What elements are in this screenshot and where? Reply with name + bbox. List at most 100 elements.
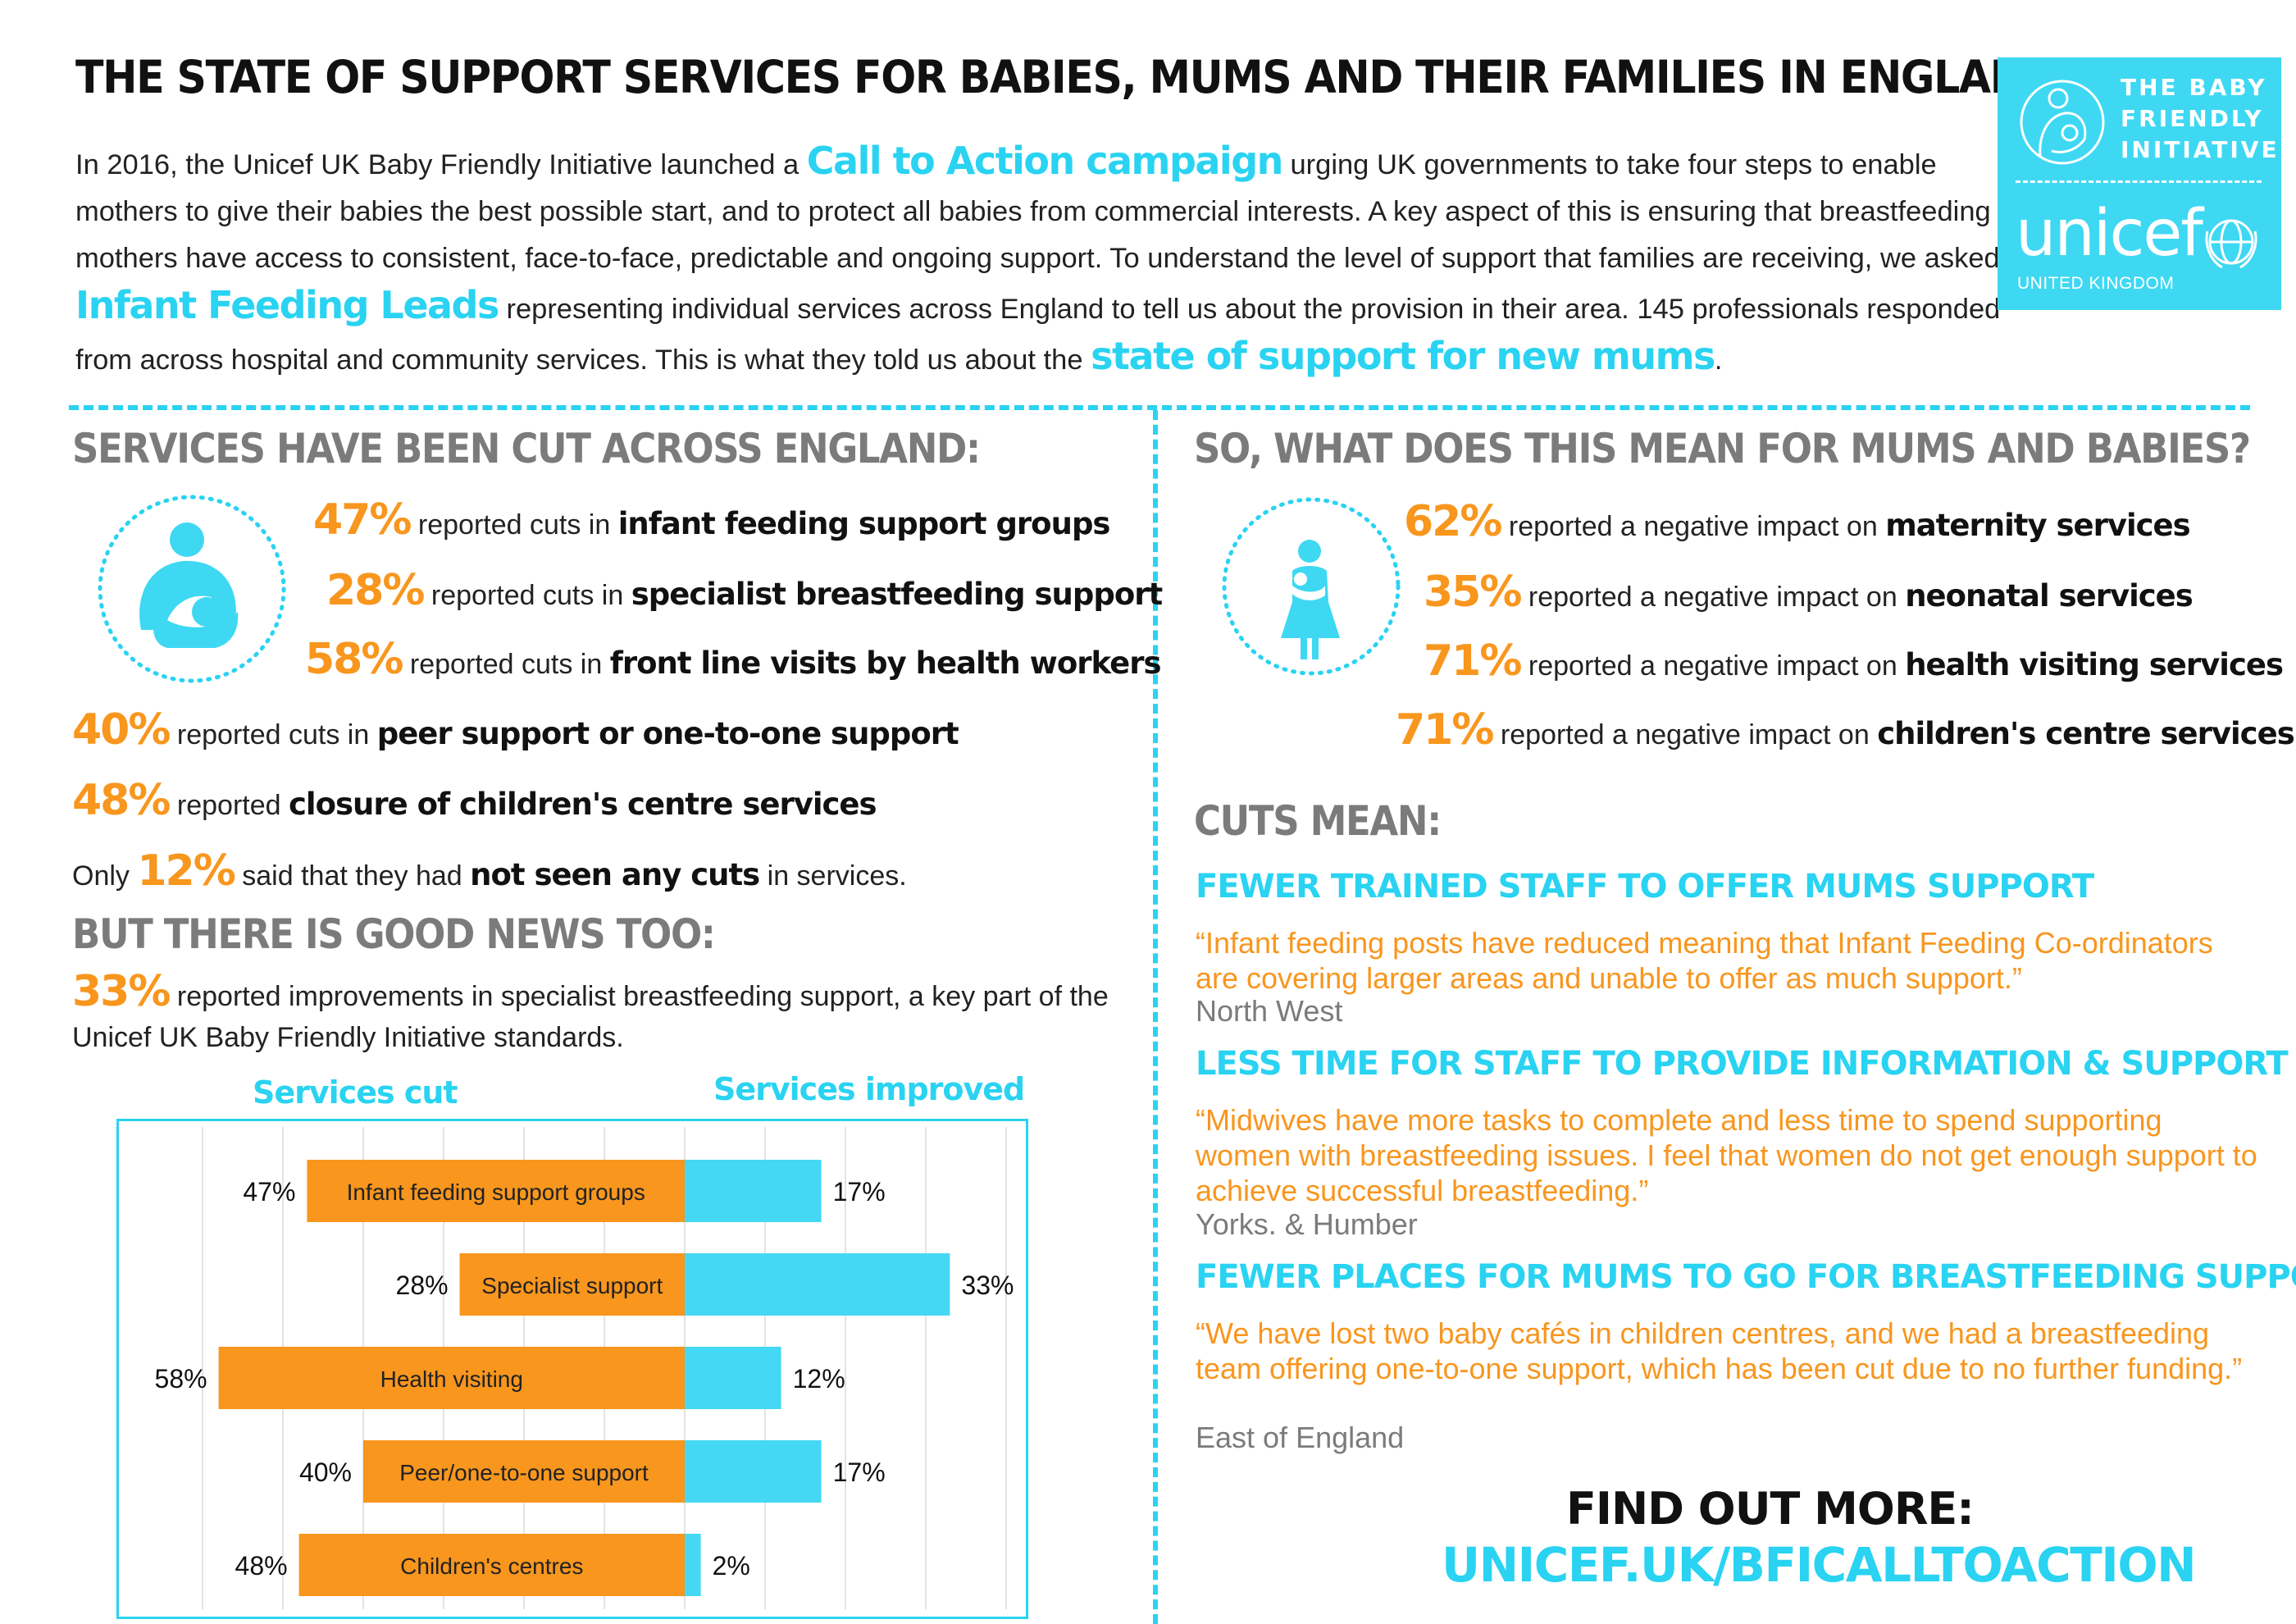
stat-pct: 33% <box>72 967 171 1016</box>
stat-pct: 71% <box>1396 705 1494 755</box>
stat-bold: neonatal services <box>1905 578 2194 614</box>
stat-cut-2: 28% reported cuts in specialist breastfe… <box>326 566 1163 615</box>
stat-text: Only <box>72 860 138 892</box>
point-2-quote: “Midwives have more tasks to complete an… <box>1196 1103 2257 1207</box>
point-3-region: East of England <box>1196 1421 1405 1454</box>
legend-services-cut: Services cut <box>253 1074 458 1111</box>
bar-services-cut <box>307 1160 685 1222</box>
intro-text-2: urging UK governments to take four steps… <box>75 149 2000 274</box>
stat-pct: 62% <box>1404 497 1502 546</box>
legend-services-improved: Services improved <box>713 1071 1025 1107</box>
logo-line-1: THE BABY <box>2121 74 2267 101</box>
stat-bold: children's centre services <box>1877 716 2295 751</box>
stat-pct: 58% <box>305 635 403 684</box>
data-label-improved: 12% <box>793 1364 845 1394</box>
bar-services-cut <box>363 1440 685 1503</box>
stat-pct: 28% <box>326 566 425 615</box>
logo-divider <box>2016 180 2262 183</box>
vertical-divider <box>1153 410 1158 1624</box>
category-label: Health visiting <box>380 1366 523 1392</box>
point-1-quote: “Infant feeding posts have reduced meani… <box>1196 926 2213 995</box>
point-1-heading: FEWER TRAINED STAFF TO OFFER MUMS SUPPOR… <box>1196 868 2094 906</box>
data-label-improved: 2% <box>713 1551 750 1581</box>
category-label: Children's centres <box>400 1553 583 1579</box>
unicef-wordmark: unicef <box>2016 197 2203 271</box>
stat-impact-3: 71% reported a negative impact on health… <box>1424 636 2284 686</box>
stat-cut-4: 40% reported cuts in peer support or one… <box>72 705 959 755</box>
bar-services-improved <box>685 1253 950 1316</box>
good-news-heading: BUT THERE IS GOOD NEWS TOO: <box>72 910 716 958</box>
category-label: Peer/one-to-one support <box>399 1460 649 1485</box>
intro-paragraph: In 2016, the Unicef UK Baby Friendly Ini… <box>75 138 2027 384</box>
stat-text: reported cuts in <box>410 509 618 541</box>
stat-cut-3: 58% reported cuts in front line visits b… <box>305 635 1161 684</box>
stat-impact-2: 35% reported a negative impact on neonat… <box>1424 568 2194 617</box>
good-news-paragraph: 33% reported improvements in specialist … <box>72 970 1146 1058</box>
stat-no-cuts: Only 12% said that they had not seen any… <box>72 846 907 896</box>
point-3-quote: “We have lost two baby cafés in children… <box>1196 1316 2243 1385</box>
intro-text-3: representing individual services across … <box>75 294 2001 376</box>
stat-cut-1: 47% reported cuts in infant feeding supp… <box>313 495 1111 545</box>
bar-chart: Infant feeding support groups 47% 17% Speci… <box>155 1127 1014 1609</box>
baby-friendly-logo: THE BABY FRIENDLY INITIATIVE unicef UNIT… <box>1998 57 2281 310</box>
stat-text: reported cuts in <box>423 580 631 611</box>
stat-cut-5: 48% reported closure of children's centr… <box>72 776 877 825</box>
stat-bold: peer support or one-to-one support <box>376 716 959 751</box>
data-label-cut: 40% <box>299 1457 352 1487</box>
stat-bold: maternity services <box>1885 508 2190 543</box>
stat-text: reported a negative impact on <box>1492 719 1878 750</box>
intro-text-4: . <box>1714 344 1723 376</box>
bar-services-cut <box>218 1347 686 1409</box>
stat-impact-1: 62% reported a negative impact on matern… <box>1404 497 2191 546</box>
stat-text: reported a negative impact on <box>1501 511 1886 542</box>
page-title: THE STATE OF SUPPORT SERVICES FOR BABIES… <box>75 51 2058 103</box>
find-out-more: FIND OUT MORE: <box>1566 1483 1975 1535</box>
horizontal-divider <box>69 405 2250 410</box>
stat-impact-4: 71% reported a negative impact on childr… <box>1396 705 2295 755</box>
cuts-mean-heading: CUTS MEAN: <box>1194 797 1442 845</box>
bar-services-improved <box>685 1160 822 1222</box>
bar-services-improved <box>685 1440 822 1503</box>
stat-text: in services. <box>759 860 907 892</box>
stat-pct: 35% <box>1424 568 1522 617</box>
stat-text: said that they had <box>234 860 471 892</box>
bfi-wordmark: THE BABY FRIENDLY INITIATIVE <box>2121 72 2280 166</box>
stat-pct: 47% <box>313 495 412 545</box>
intro-text-1: In 2016, the Unicef UK Baby Friendly Ini… <box>75 149 807 180</box>
point-1-region: North West <box>1196 994 1343 1028</box>
data-label-improved: 17% <box>833 1177 886 1207</box>
category-label: Infant feeding support groups <box>347 1179 645 1205</box>
call-to-action-highlight: Call to Action campaign <box>806 139 1284 183</box>
bar-services-improved <box>685 1347 781 1409</box>
bar-services-cut <box>298 1534 685 1596</box>
stat-text: reported cuts in <box>169 719 377 750</box>
stat-text: reported <box>169 790 289 821</box>
chart-frame <box>116 1119 1028 1619</box>
point-3-heading: FEWER PLACES FOR MUMS TO GO FOR BREASTFE… <box>1196 1258 2296 1296</box>
stat-bold: specialist breastfeeding support <box>631 577 1163 612</box>
impact-heading: SO, WHAT DOES THIS MEAN FOR MUMS AND BAB… <box>1194 425 2251 472</box>
breastfeeding-mother-icon <box>98 495 286 683</box>
data-label-improved: 17% <box>833 1457 886 1487</box>
category-label: Specialist support <box>481 1273 663 1298</box>
point-2-heading: LESS TIME FOR STAFF TO PROVIDE INFORMATI… <box>1196 1045 2289 1083</box>
logo-line-2: FRIENDLY <box>2121 105 2264 132</box>
mother-holding-baby-icon <box>1222 497 1401 676</box>
stat-bold: closure of children's centre services <box>289 787 877 822</box>
logo-country: UNITED KINGDOM <box>2017 274 2175 293</box>
stat-pct: 12% <box>137 846 235 896</box>
stat-pct: 48% <box>72 776 171 825</box>
data-label-cut: 58% <box>155 1364 207 1394</box>
stat-pct: 71% <box>1424 636 1522 686</box>
stat-bold: health visiting services <box>1905 647 2284 682</box>
bar-services-cut <box>459 1253 685 1316</box>
unicef-globe-icon <box>2205 219 2257 269</box>
stat-text: reported cuts in <box>402 649 610 680</box>
stat-bold: infant feeding support groups <box>617 506 1111 541</box>
campaign-link[interactable]: UNICEF.UK/BFICALLTOACTION <box>1442 1537 2197 1593</box>
data-label-cut: 47% <box>243 1177 295 1207</box>
logo-line-3: INITIATIVE <box>2121 136 2280 163</box>
infant-feeding-leads-highlight: Infant Feeding Leads <box>75 283 499 327</box>
data-label-cut: 48% <box>235 1551 288 1581</box>
point-2-region: Yorks. & Humber <box>1196 1207 1418 1241</box>
